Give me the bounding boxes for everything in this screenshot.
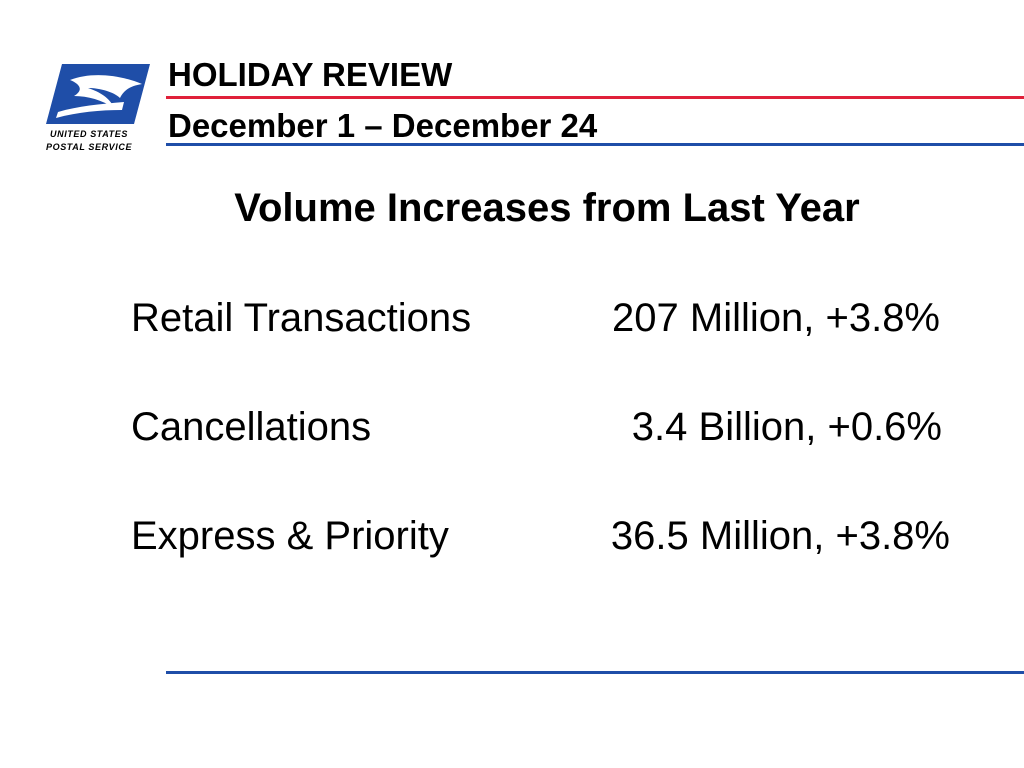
logo-text-postal-service: POSTAL SERVICE	[46, 142, 133, 152]
header-title: HOLIDAY REVIEW	[168, 56, 453, 93]
stat-value-express-priority: 36.5 Million, +3.8%	[610, 514, 950, 558]
stat-label-retail-transactions: Retail Transactions	[131, 296, 472, 340]
logo-text-united-states: UNITED STATES	[50, 129, 128, 139]
stat-value-retail-transactions: 207 Million, +3.8%	[612, 296, 940, 340]
stat-label-cancellations: Cancellations	[131, 405, 372, 449]
header-subtitle: December 1 – December 24	[168, 107, 598, 144]
header-divider-red	[166, 96, 1024, 99]
stat-label-express-priority: Express & Priority	[131, 514, 449, 558]
eagle-icon	[46, 64, 150, 124]
footer-divider	[166, 671, 1024, 674]
header-divider-blue	[166, 143, 1024, 146]
usps-logo: UNITED STATES POSTAL SERVICE	[44, 62, 154, 158]
slide-heading: Volume Increases from Last Year	[234, 186, 860, 230]
stat-value-cancellations: 3.4 Billion, +0.6%	[631, 405, 942, 449]
